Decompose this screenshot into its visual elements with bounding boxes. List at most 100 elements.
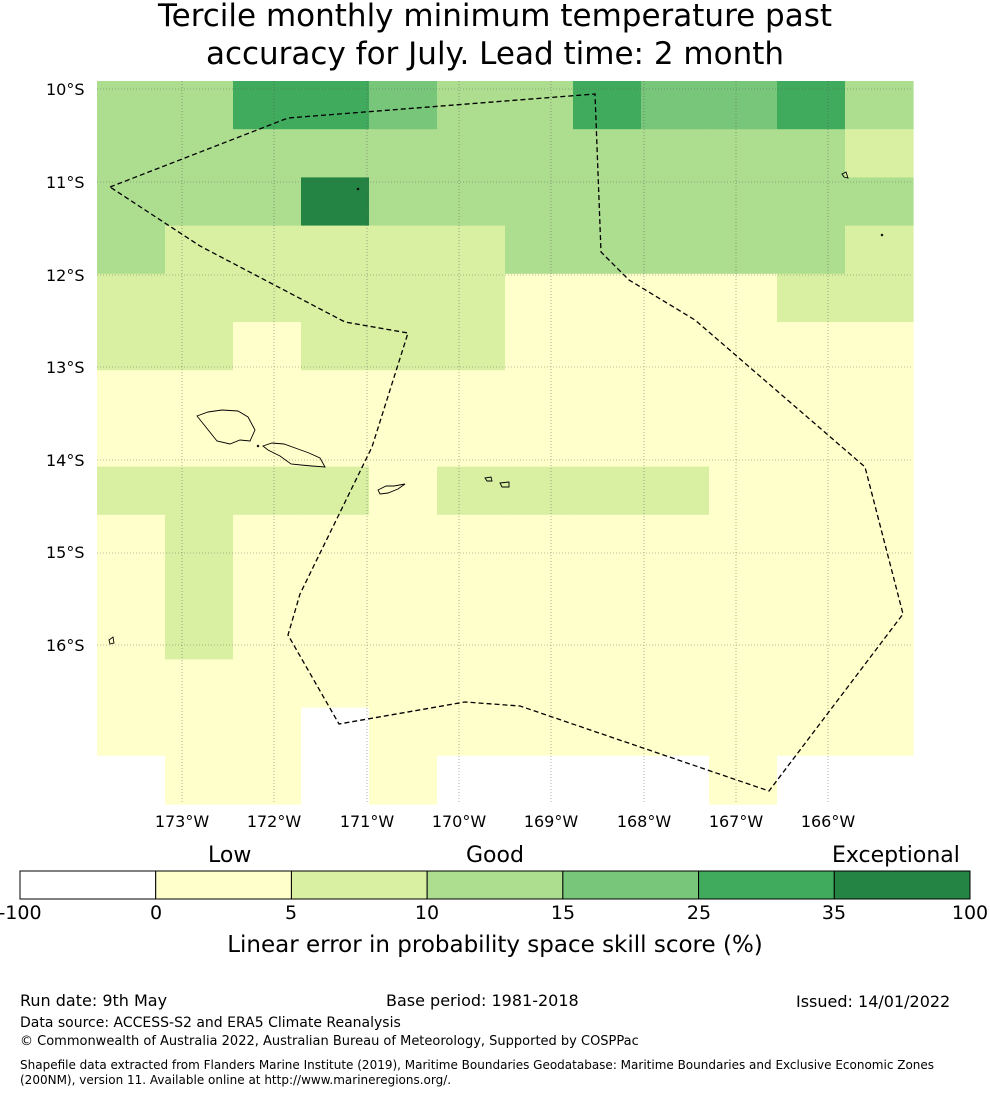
skill-cell [165, 225, 234, 275]
skill-cell [301, 225, 370, 275]
skill-cell [845, 322, 914, 371]
skill-cell [97, 611, 166, 660]
skill-cell [369, 707, 438, 757]
skill-cell [777, 273, 846, 323]
tutuila-island [377, 483, 406, 495]
skill-cell [573, 659, 642, 709]
skill-cell [165, 659, 234, 709]
skill-cell [437, 177, 506, 227]
skill-cell [573, 707, 642, 757]
skill-cell [369, 611, 438, 660]
skill-cell [505, 563, 574, 612]
colorbar-segment [290, 870, 428, 900]
skill-cell [369, 129, 438, 178]
skill-cell [369, 225, 438, 275]
skill-cell [777, 129, 846, 178]
skill-cell [233, 707, 302, 757]
skill-cell [437, 563, 506, 612]
lat-label-15s: 15°S [46, 543, 85, 562]
skill-cell [641, 563, 710, 612]
skill-cell [97, 563, 166, 612]
lon-label-173w: 173°W [154, 812, 210, 831]
skill-cell [437, 514, 506, 564]
colorbar-tick: 10 [414, 902, 440, 924]
colorbar-tick: 100 [951, 902, 989, 924]
skill-cell [97, 225, 166, 275]
skill-cell [777, 611, 846, 660]
skill-cell [369, 370, 438, 419]
colorbar-segment [19, 870, 157, 900]
skill-cell [641, 225, 710, 275]
skill-cell [233, 177, 302, 227]
skill-cell [437, 273, 506, 323]
colorbar-tick: 35 [821, 902, 847, 924]
lat-label-13s: 13°S [46, 358, 85, 377]
manua-islands [484, 476, 510, 488]
lat-label-14s: 14°S [46, 451, 85, 470]
skill-cell [777, 418, 846, 468]
skill-cell [97, 322, 166, 371]
skill-cell [845, 466, 914, 516]
skill-cell [777, 177, 846, 227]
skill-cell [165, 129, 234, 178]
skill-cell [505, 611, 574, 660]
skill-cell [301, 273, 370, 323]
skill-cell [641, 129, 710, 178]
skill-cell [437, 659, 506, 709]
skill-cell [97, 514, 166, 564]
skill-cell [505, 659, 574, 709]
skill-cell [301, 129, 370, 178]
skill-cell [505, 755, 574, 805]
skill-cell [369, 659, 438, 709]
skill-cell [777, 81, 846, 130]
skill-cell [641, 370, 710, 419]
skill-cell [505, 81, 574, 130]
data-source: Data source: ACCESS-S2 and ERA5 Climate … [20, 1015, 401, 1031]
colorbar-tick: 5 [284, 902, 298, 924]
issued-date: Issued: 14/01/2022 [796, 992, 951, 1011]
base-period: Base period: 1981-2018 [386, 991, 579, 1010]
skill-cell [301, 707, 370, 757]
skill-cell [97, 707, 166, 757]
skill-cell [709, 129, 778, 178]
skill-cell [845, 563, 914, 612]
skill-cell [97, 418, 166, 468]
skill-cell [369, 81, 438, 130]
skill-cell [165, 611, 234, 660]
skill-cell [437, 418, 506, 468]
skill-cell [437, 611, 506, 660]
skill-cell [233, 466, 302, 516]
skill-cell [641, 273, 710, 323]
skill-cell [709, 755, 778, 805]
savaii-island [196, 409, 256, 445]
skill-cell [641, 466, 710, 516]
skill-cell [301, 611, 370, 660]
skill-cell [573, 273, 642, 323]
colorbar-tick: -100 [0, 902, 42, 924]
skill-cell [505, 273, 574, 323]
colorbar-tick: 25 [686, 902, 712, 924]
colorbar-segment [833, 870, 971, 900]
skill-cell [369, 273, 438, 323]
skill-cell [97, 273, 166, 323]
skill-cell [97, 81, 166, 130]
skill-cell [777, 755, 846, 805]
colorbar-tick: 15 [550, 902, 576, 924]
skill-cell [165, 273, 234, 323]
skill-cell [573, 370, 642, 419]
skill-cell [777, 370, 846, 419]
colorbar-segment [155, 870, 292, 900]
copyright-notice: © Commonwealth of Australia 2022, Austra… [20, 1034, 639, 1049]
skill-cell [641, 659, 710, 709]
skill-cell [97, 129, 166, 178]
skill-cell [165, 370, 234, 419]
lat-label-11s: 11°S [46, 173, 85, 192]
lon-label-168w: 168°W [616, 812, 672, 831]
colorbar-tick: 0 [149, 902, 163, 924]
lon-label-170w: 170°W [431, 812, 487, 831]
skill-cell [777, 659, 846, 709]
skill-cell [301, 370, 370, 419]
skill-cell [709, 563, 778, 612]
graticule [97, 81, 913, 804]
skill-cell [301, 322, 370, 371]
